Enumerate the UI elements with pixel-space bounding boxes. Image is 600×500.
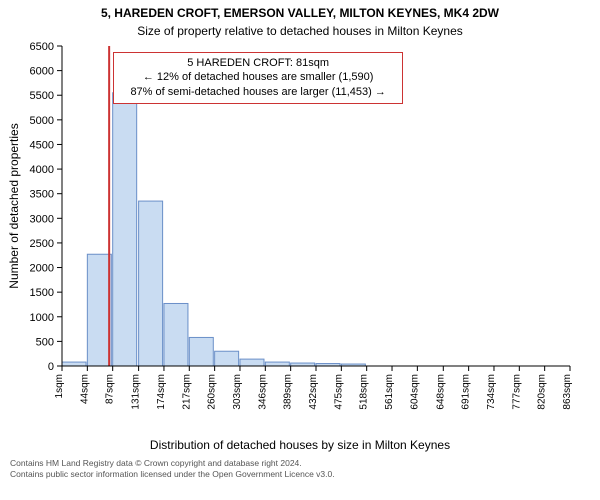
- x-tick-label: 475sqm: [333, 374, 344, 410]
- x-tick-label: 648sqm: [435, 374, 446, 410]
- y-tick-label: 3000: [30, 213, 54, 225]
- histogram-bar: [265, 362, 289, 366]
- y-axis-label: Number of detached properties: [7, 123, 21, 288]
- footer-line-1: Contains HM Land Registry data © Crown c…: [10, 458, 590, 469]
- y-tick-label: 5500: [30, 90, 54, 102]
- x-tick-label: 820sqm: [537, 374, 548, 410]
- x-tick-label: 604sqm: [409, 374, 420, 410]
- y-tick-label: 6000: [30, 65, 54, 77]
- histogram-bar: [189, 337, 213, 366]
- x-tick-label: 174sqm: [156, 374, 167, 410]
- y-tick-label: 3500: [30, 188, 54, 200]
- x-tick-label: 260sqm: [207, 374, 218, 410]
- histogram-bar: [240, 359, 264, 366]
- y-tick-label: 5000: [30, 114, 54, 126]
- x-tick-label: 1sqm: [54, 374, 65, 398]
- y-tick-label: 4500: [30, 139, 54, 151]
- x-tick-label: 131sqm: [131, 374, 142, 410]
- x-tick-label: 87sqm: [105, 374, 116, 404]
- x-tick-label: 561sqm: [384, 374, 395, 410]
- x-tick-label: 691sqm: [461, 374, 472, 410]
- x-tick-label: 217sqm: [181, 374, 192, 410]
- histogram-bar: [62, 362, 86, 366]
- callout-line-3: 87% of semi-detached houses are larger (…: [120, 85, 396, 100]
- attribution-footer: Contains HM Land Registry data © Crown c…: [0, 452, 600, 480]
- callout-line-2: ← 12% of detached houses are smaller (1,…: [120, 70, 396, 85]
- y-tick-label: 6500: [30, 41, 54, 53]
- y-tick-label: 1000: [30, 311, 54, 323]
- y-tick-label: 4000: [30, 164, 54, 176]
- x-tick-label: 432sqm: [308, 374, 319, 410]
- x-tick-label: 44sqm: [79, 374, 90, 404]
- histogram-bar: [87, 254, 111, 366]
- y-tick-label: 2500: [30, 238, 54, 250]
- chart-container: 0 500 1000 1500 2000 2500 3000 3500 4000 4500 5000…: [0, 38, 600, 436]
- histogram-bar: [164, 303, 188, 366]
- x-tick-label: 777sqm: [511, 374, 522, 410]
- x-axis-caption: Distribution of detached houses by size …: [0, 438, 600, 452]
- x-tick-label: 518sqm: [359, 374, 370, 410]
- y-tick-label: 1500: [30, 287, 54, 299]
- footer-line-2: Contains public sector information licen…: [10, 469, 590, 480]
- histogram-bar: [113, 92, 137, 365]
- page-subtitle: Size of property relative to detached ho…: [0, 24, 600, 38]
- histogram-bar: [215, 351, 239, 366]
- y-tick-label: 2000: [30, 262, 54, 274]
- callout-line-1: 5 HAREDEN CROFT: 81sqm: [120, 56, 396, 71]
- y-tick-label: 0: [48, 361, 54, 373]
- y-tick-label: 500: [36, 336, 54, 348]
- page-title: 5, HAREDEN CROFT, EMERSON VALLEY, MILTON…: [0, 6, 600, 22]
- x-tick-label: 346sqm: [257, 374, 268, 410]
- x-tick-label: 303sqm: [232, 374, 243, 410]
- x-tick-label: 389sqm: [283, 374, 294, 410]
- histogram-bar: [139, 201, 163, 366]
- x-tick-label: 863sqm: [562, 374, 573, 410]
- x-tick-label: 734sqm: [486, 374, 497, 410]
- callout-box: 5 HAREDEN CROFT: 81sqm ← 12% of detached…: [113, 52, 403, 105]
